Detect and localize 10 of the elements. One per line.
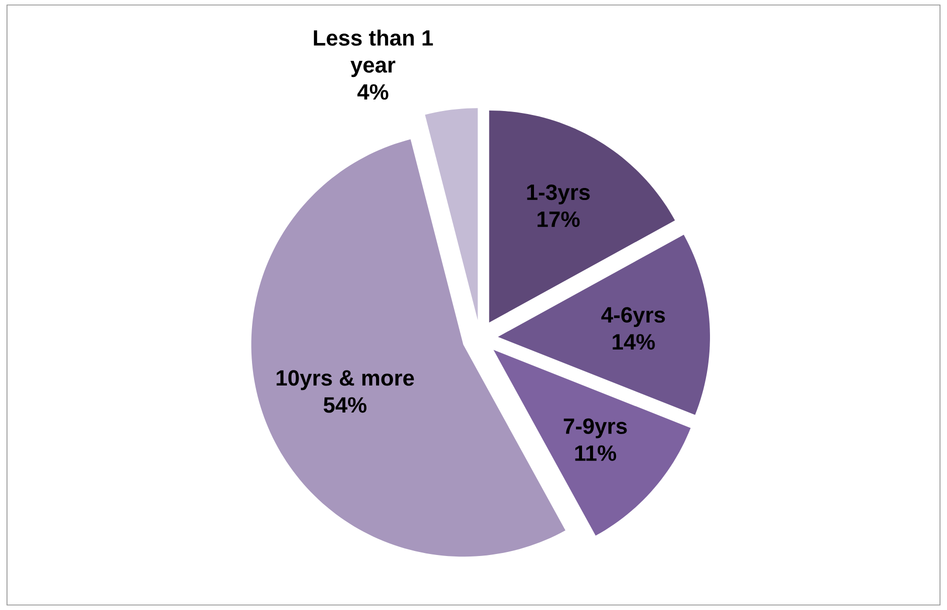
slice-label: 7-9yrs xyxy=(564,418,627,438)
data-label: 14% xyxy=(612,334,655,350)
data-label: 54% xyxy=(324,397,366,413)
slice-label: 4-6yrs xyxy=(601,307,665,328)
slice-label: 10yrs & more xyxy=(276,370,414,390)
data-label: 11% xyxy=(575,445,616,461)
data-label: 4% xyxy=(357,84,388,100)
data-label: 17% xyxy=(538,212,580,227)
slice-label: Less than 1 year xyxy=(314,30,433,78)
slice-label: 1-3yrs xyxy=(527,184,590,204)
